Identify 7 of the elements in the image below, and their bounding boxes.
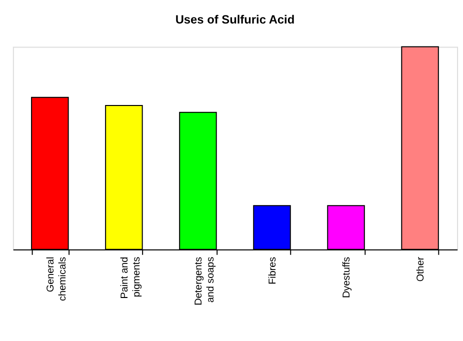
x-tick-label: Detergents and soaps: [193, 256, 216, 306]
x-tick-label: Fibres: [267, 256, 278, 284]
x-tick-label: Other: [416, 256, 427, 282]
x-tick-label: Paint and pigments: [119, 256, 142, 299]
x-tick-label: General chemicals: [45, 256, 68, 301]
chart-title: Uses of Sulfuric Acid: [175, 12, 295, 26]
x-tick-label: Dyestuffs: [341, 256, 352, 298]
